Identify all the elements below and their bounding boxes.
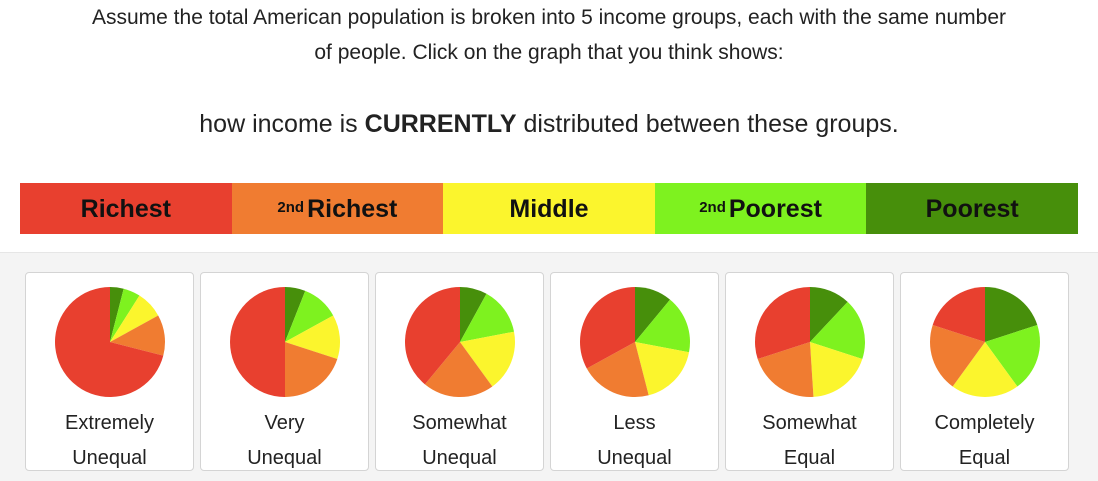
legend-richest: Richest [20, 183, 232, 234]
pie-slice-poorest [110, 287, 124, 342]
pie-slice-2nd-richest [930, 325, 985, 387]
option-label-line-1: Somewhat [762, 412, 857, 434]
pie-chart-icon [930, 287, 1040, 397]
option-label-line-2: Unequal [597, 447, 672, 469]
pie-slice-poorest [985, 287, 1038, 342]
pie-slice-2nd-richest [586, 342, 649, 397]
pie-slice-middle [110, 295, 159, 342]
pie-chart-icon [755, 287, 865, 397]
legend-ordinal-text: 2nd [699, 199, 726, 216]
prompt-emphasis: CURRENTLY [364, 110, 517, 138]
option-label: Extremely Unequal [26, 406, 193, 476]
pie-slice-richest [230, 287, 285, 397]
pie-slice-middle [460, 331, 515, 387]
pie-chart-icon [230, 287, 340, 397]
option-extremely-unequal[interactable]: Extremely Unequal [25, 272, 194, 471]
income-group-legend: Richest 2nd Richest Middle 2nd Poorest Poo… [20, 183, 1078, 234]
legend-2nd-poorest: 2nd Poorest [654, 183, 867, 234]
pie-slice-middle [285, 315, 340, 359]
option-label-line-1: Completely [934, 412, 1035, 434]
pie-slice-2nd-poorest [460, 293, 515, 342]
legend-2nd-richest: 2nd Richest [231, 183, 444, 234]
prompt-post: distributed between these groups. [516, 110, 899, 138]
pie-slice-poorest [810, 287, 848, 342]
option-label: Somewhat Equal [726, 406, 893, 476]
pie-slice-richest [755, 287, 810, 359]
pie-chart-icon [580, 287, 690, 397]
option-label: Somewhat Unequal [376, 406, 543, 476]
option-label-line-1: Very [264, 412, 305, 434]
pie-slice-poorest [635, 287, 671, 342]
option-label-line-1: Somewhat [412, 412, 507, 434]
legend-label: Middle [509, 195, 589, 223]
option-label: Completely Equal [901, 406, 1068, 476]
prompt-pre: how income is [199, 110, 365, 138]
option-somewhat-equal[interactable]: Somewhat Equal [725, 272, 894, 471]
option-label: Less Unequal [551, 406, 718, 476]
pie-slice-2nd-poorest [810, 301, 865, 359]
pie-slice-2nd-poorest [285, 290, 334, 342]
legend-label: Poorest [925, 195, 1019, 223]
pie-slice-2nd-poorest [635, 299, 690, 353]
question-text: Assume the total American population is … [0, 0, 1098, 70]
legend-poorest: Poorest [866, 183, 1078, 234]
legend-ordinal: 2nd [699, 199, 726, 216]
pie-slice-2nd-richest [110, 315, 165, 356]
legend-middle: Middle [443, 183, 655, 234]
pie-slice-2nd-poorest [985, 325, 1040, 387]
pie-slice-2nd-richest [424, 342, 493, 397]
pie-slice-richest [932, 287, 985, 342]
legend-label: Richest [307, 195, 398, 223]
distribution-options: Extremely Unequal Very Unequal Somewhat Une… [25, 272, 1075, 473]
option-label-line-2: Equal [783, 447, 836, 469]
option-completely-equal[interactable]: Completely Equal [900, 272, 1069, 471]
pie-slice-middle [952, 342, 1018, 397]
legend-label: Richest [80, 195, 171, 223]
option-label-line-2: Unequal [247, 447, 322, 469]
option-label-line-1: Less [613, 412, 656, 434]
pie-slice-middle [635, 342, 690, 396]
pie-chart-icon [405, 287, 515, 397]
legend-label: Poorest [728, 195, 822, 223]
pie-slice-middle [810, 342, 863, 397]
pie-slice-richest [580, 287, 635, 369]
legend-ordinal-text: 2nd [277, 199, 305, 216]
option-label-line-1: Extremely [65, 412, 154, 434]
pie-slice-2nd-richest [285, 342, 338, 397]
option-very-unequal[interactable]: Very Unequal [200, 272, 369, 471]
option-label-line-2: Equal [958, 447, 1011, 469]
pie-slice-richest [54, 287, 164, 397]
option-less-unequal[interactable]: Less Unequal [550, 272, 719, 471]
pie-slice-poorest [460, 287, 487, 342]
pie-slice-2nd-poorest [110, 288, 140, 342]
legend-ordinal: 2nd [277, 199, 304, 216]
prompt-text: how income is CURRENTLY distributed betw… [0, 106, 1098, 142]
question-line-2: of people. Click on the graph that you t… [314, 41, 784, 64]
pie-slice-poorest [285, 287, 306, 342]
question-line-1: Assume the total American population is … [91, 6, 1006, 29]
option-label: Very Unequal [201, 406, 368, 476]
pie-chart-icon [54, 287, 165, 397]
pie-slice-2nd-richest [757, 342, 814, 397]
pie-slice-richest [405, 287, 460, 385]
option-label-line-2: Unequal [72, 447, 147, 469]
option-label-line-2: Unequal [422, 447, 497, 469]
option-somewhat-unequal[interactable]: Somewhat Unequal [375, 272, 544, 471]
